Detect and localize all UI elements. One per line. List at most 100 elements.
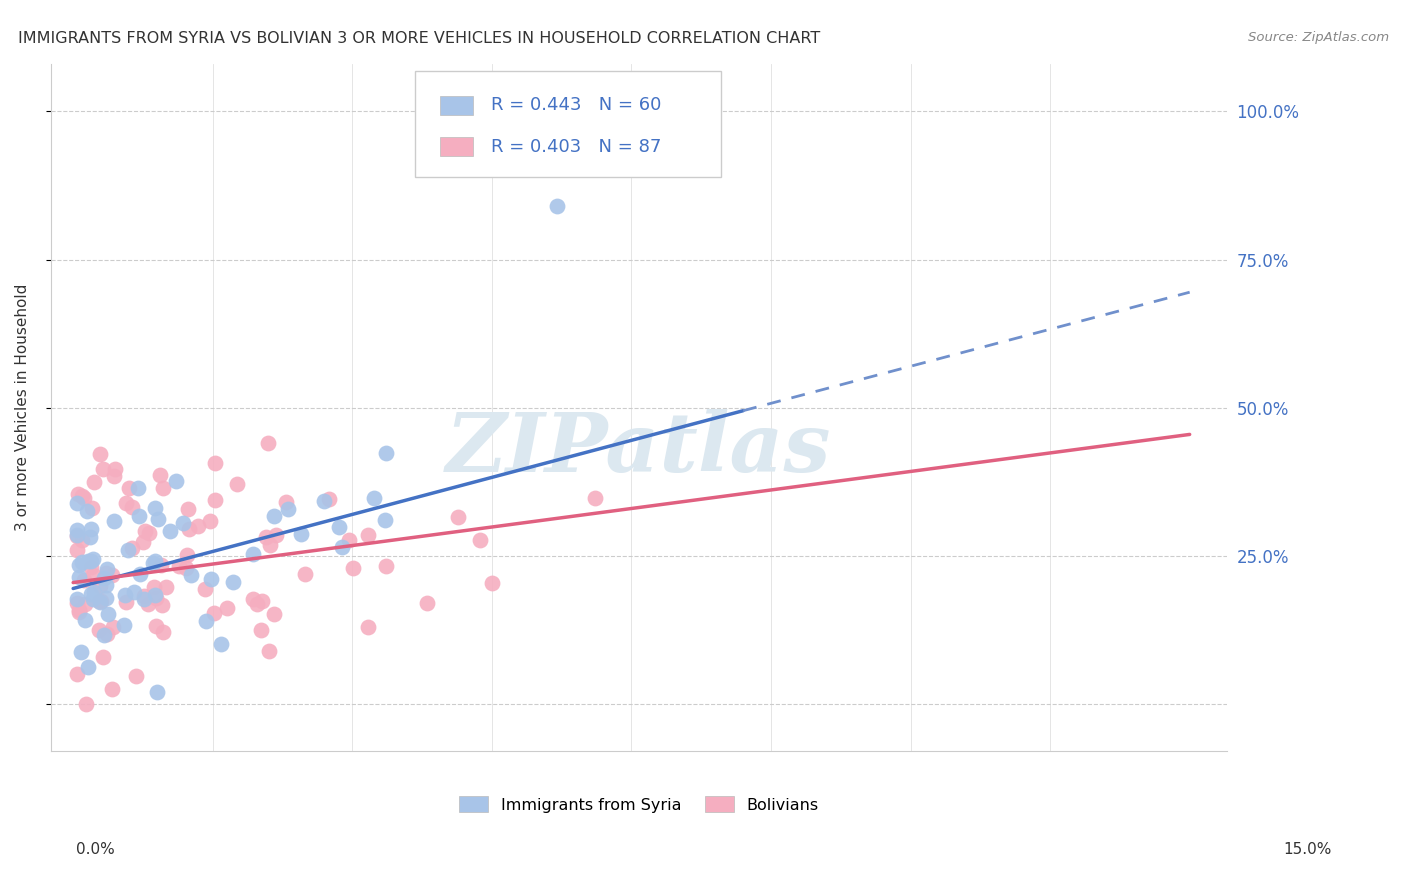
Point xyxy=(79,560,101,574)
Point xyxy=(93,571,115,585)
Text: 0.0%: 0.0% xyxy=(76,842,115,856)
Point xyxy=(146,512,169,526)
Point xyxy=(67,602,90,616)
Point xyxy=(145,591,167,606)
Point xyxy=(277,502,299,516)
Text: IMMIGRANTS FROM SYRIA VS BOLIVIAN 3 OR MORE VEHICLES IN HOUSEHOLD CORRELATION CH: IMMIGRANTS FROM SYRIA VS BOLIVIAN 3 OR M… xyxy=(18,31,821,46)
Bar xyxy=(440,137,472,156)
Point xyxy=(70,533,93,547)
Point xyxy=(363,491,385,505)
Point xyxy=(242,547,264,561)
Point xyxy=(254,530,277,544)
Point xyxy=(374,512,396,526)
Point xyxy=(145,685,167,699)
Point xyxy=(76,504,98,518)
Point xyxy=(87,594,110,608)
Point xyxy=(122,584,145,599)
Point xyxy=(67,558,90,572)
Point xyxy=(174,560,197,574)
Point xyxy=(194,582,217,597)
Point xyxy=(127,481,149,495)
Point xyxy=(150,558,173,573)
Point xyxy=(198,515,221,529)
Point xyxy=(101,567,124,582)
Point xyxy=(128,567,150,582)
Y-axis label: 3 or more Vehicles in Household: 3 or more Vehicles in Household xyxy=(15,284,30,532)
Legend: Immigrants from Syria, Bolivians: Immigrants from Syria, Bolivians xyxy=(453,789,825,819)
Point xyxy=(66,666,89,681)
Point xyxy=(177,522,200,536)
Point xyxy=(82,591,104,606)
Point xyxy=(89,447,111,461)
Point xyxy=(290,527,312,541)
Text: R = 0.443   N = 60: R = 0.443 N = 60 xyxy=(491,96,661,114)
Point xyxy=(96,627,118,641)
Point xyxy=(374,559,396,574)
Point xyxy=(204,492,226,507)
Text: Source: ZipAtlas.com: Source: ZipAtlas.com xyxy=(1249,31,1389,45)
Point xyxy=(209,636,232,650)
Point xyxy=(416,596,439,610)
Point xyxy=(215,600,238,615)
Point xyxy=(89,579,111,593)
Point xyxy=(91,650,114,665)
Point xyxy=(66,591,89,606)
Point xyxy=(264,528,287,542)
Point xyxy=(294,566,316,581)
Point xyxy=(67,605,90,619)
Point xyxy=(70,645,93,659)
Point xyxy=(66,529,89,543)
Point xyxy=(66,487,89,501)
Point xyxy=(165,474,187,488)
Point xyxy=(101,620,124,634)
Point xyxy=(155,580,177,594)
Point xyxy=(143,554,166,568)
Point xyxy=(152,481,174,495)
Point xyxy=(93,628,115,642)
Point xyxy=(481,575,503,590)
Point xyxy=(94,591,117,606)
Point xyxy=(375,445,398,459)
Point xyxy=(114,588,136,602)
Point xyxy=(91,462,114,476)
Point xyxy=(143,588,166,602)
Point xyxy=(80,501,103,516)
Point xyxy=(187,519,209,533)
Point xyxy=(77,554,100,568)
Point xyxy=(318,492,340,507)
Point xyxy=(73,573,96,587)
Point xyxy=(83,475,105,490)
Point xyxy=(80,554,103,568)
Point xyxy=(136,597,159,611)
Point xyxy=(72,555,94,569)
Point xyxy=(66,543,89,558)
Point xyxy=(152,624,174,639)
Point xyxy=(125,669,148,683)
Point xyxy=(132,535,155,549)
Point xyxy=(96,562,118,576)
Point xyxy=(357,620,380,634)
Point xyxy=(94,578,117,592)
Point xyxy=(80,522,103,536)
Point xyxy=(249,623,271,637)
Point xyxy=(75,697,97,711)
Point xyxy=(82,567,104,582)
Point xyxy=(180,567,202,582)
Point xyxy=(172,516,194,530)
Point xyxy=(89,595,111,609)
Point xyxy=(66,528,89,542)
Point xyxy=(246,597,269,611)
Point xyxy=(149,467,172,482)
Point xyxy=(132,592,155,607)
Point xyxy=(121,500,143,514)
Point xyxy=(143,580,166,594)
Point xyxy=(195,614,218,628)
Point xyxy=(112,618,135,632)
FancyBboxPatch shape xyxy=(415,71,721,178)
Point xyxy=(67,569,90,583)
Point xyxy=(583,491,606,505)
Point xyxy=(115,496,138,510)
Point xyxy=(274,494,297,508)
Point xyxy=(66,595,89,609)
Point xyxy=(118,482,141,496)
